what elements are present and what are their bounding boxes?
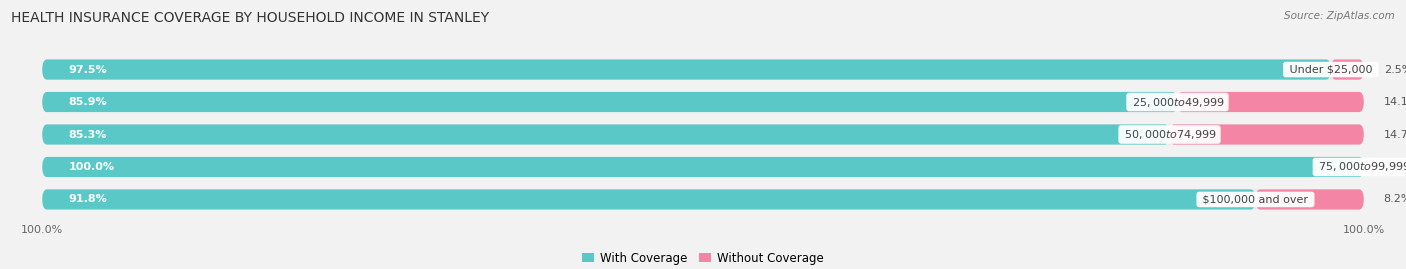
Text: 2.5%: 2.5%	[1384, 65, 1406, 75]
Text: $100,000 and over: $100,000 and over	[1199, 194, 1312, 204]
Text: 85.3%: 85.3%	[69, 129, 107, 140]
Text: HEALTH INSURANCE COVERAGE BY HOUSEHOLD INCOME IN STANLEY: HEALTH INSURANCE COVERAGE BY HOUSEHOLD I…	[11, 11, 489, 25]
Text: Under $25,000: Under $25,000	[1285, 65, 1376, 75]
FancyBboxPatch shape	[42, 189, 1256, 210]
Legend: With Coverage, Without Coverage: With Coverage, Without Coverage	[578, 247, 828, 269]
Text: 0.0%: 0.0%	[1384, 162, 1406, 172]
FancyBboxPatch shape	[42, 125, 1364, 144]
FancyBboxPatch shape	[42, 125, 1170, 144]
FancyBboxPatch shape	[1330, 59, 1364, 80]
FancyBboxPatch shape	[1256, 189, 1364, 210]
FancyBboxPatch shape	[42, 92, 1177, 112]
FancyBboxPatch shape	[42, 92, 1364, 112]
Text: 14.7%: 14.7%	[1384, 129, 1406, 140]
Text: 85.9%: 85.9%	[69, 97, 107, 107]
Text: $25,000 to $49,999: $25,000 to $49,999	[1129, 95, 1226, 108]
Text: 14.1%: 14.1%	[1384, 97, 1406, 107]
FancyBboxPatch shape	[42, 59, 1330, 80]
Text: $75,000 to $99,999: $75,000 to $99,999	[1316, 161, 1406, 174]
FancyBboxPatch shape	[42, 189, 1364, 210]
FancyBboxPatch shape	[1170, 125, 1364, 144]
FancyBboxPatch shape	[42, 157, 1364, 177]
FancyBboxPatch shape	[42, 157, 1364, 177]
Text: $50,000 to $74,999: $50,000 to $74,999	[1121, 128, 1218, 141]
Text: 100.0%: 100.0%	[69, 162, 115, 172]
Text: 8.2%: 8.2%	[1384, 194, 1406, 204]
FancyBboxPatch shape	[42, 59, 1364, 80]
Text: 97.5%: 97.5%	[69, 65, 107, 75]
FancyBboxPatch shape	[1177, 92, 1364, 112]
Text: Source: ZipAtlas.com: Source: ZipAtlas.com	[1284, 11, 1395, 21]
Text: 91.8%: 91.8%	[69, 194, 107, 204]
